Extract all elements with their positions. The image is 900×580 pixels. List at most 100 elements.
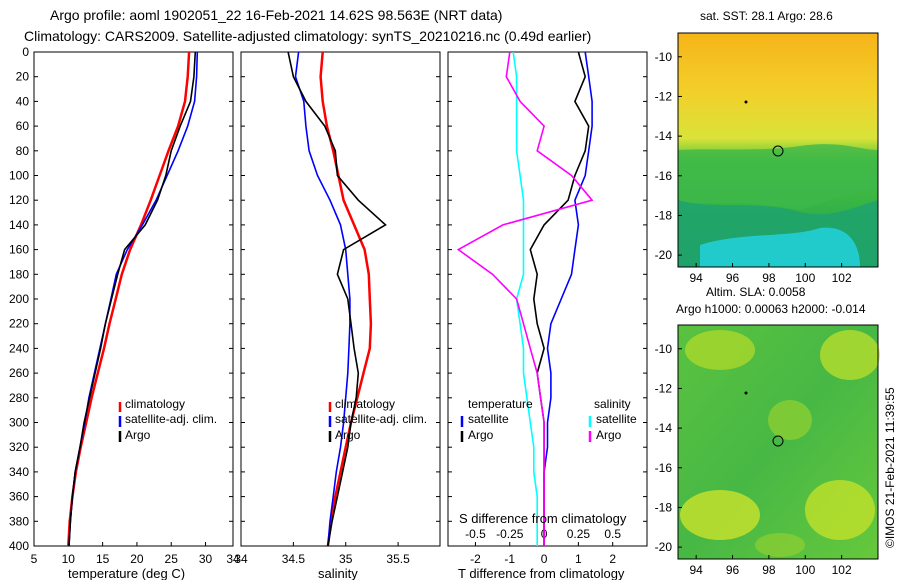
map-lon-label: 94	[690, 563, 704, 577]
difference-xlabel: T difference from climatology	[458, 566, 625, 580]
map-lat-label: -16	[655, 169, 673, 183]
depth-tick-label: 60	[16, 119, 30, 133]
map-lon-label: 96	[726, 271, 740, 285]
x-tick-label: 34	[226, 552, 240, 566]
depth-tick-label: 120	[9, 193, 29, 207]
s-diff-tick-label: 0.5	[604, 527, 621, 541]
sla-argo-location-marker	[772, 435, 784, 447]
legend-label-climatology: climatology	[335, 397, 395, 411]
sla-high-4	[680, 490, 760, 540]
difference-series	[456, 52, 594, 546]
map-lat-label: -10	[655, 50, 673, 64]
salinity-series	[287, 52, 387, 546]
x-tick-label: 15	[96, 552, 110, 566]
sla-high-2	[820, 330, 880, 380]
map-lat-label: -12	[655, 381, 673, 395]
series-line-t-satellite	[543, 52, 593, 546]
map-lat-label: -14	[655, 129, 673, 143]
map-lat-label: -14	[655, 421, 673, 435]
depth-tick-label: 100	[9, 169, 29, 183]
temperature-xlabel: temperature (deg C)	[68, 566, 185, 580]
depth-tick-label: 360	[9, 490, 29, 504]
map-lon-label: 98	[762, 563, 776, 577]
sst-map-axes: 94 96 98 100 102 -10 -12 -14 -16 -18 -20	[655, 50, 852, 285]
series-line-satellite-adj-clim-	[294, 52, 351, 546]
sst-map-frame	[677, 32, 879, 268]
x-tick-label: 10	[62, 552, 76, 566]
legend-label-t-satellite: satellite	[468, 412, 509, 426]
depth-tick-label: 40	[16, 94, 30, 108]
depth-tick-label: 340	[9, 465, 29, 479]
figure-title-line1: Argo profile: aoml 1902051_22 16-Feb-202…	[50, 7, 502, 23]
series-line-s-argo	[456, 52, 594, 546]
map-lat-label: -20	[655, 540, 673, 554]
series-line-climatology	[319, 52, 373, 546]
x-tick-label: 35	[339, 552, 353, 566]
x-tick-label: 2	[609, 552, 616, 566]
sla-map-title: Altim. SLA: 0.0058	[706, 285, 806, 299]
series-line-climatology	[67, 52, 191, 546]
salinity-xlabel: salinity	[318, 566, 358, 580]
sla-high-6	[755, 533, 805, 557]
depth-tick-label: 140	[9, 218, 29, 232]
sla-high-3	[768, 400, 812, 440]
map-lat-label: -12	[655, 89, 673, 103]
x-tick-label: 25	[165, 552, 179, 566]
map-lon-label: 102	[832, 271, 852, 285]
temperature-series	[67, 52, 199, 546]
map-lon-label: 96	[726, 563, 740, 577]
x-tick-label: 5	[31, 552, 38, 566]
series-line-argo	[68, 52, 197, 546]
s-diff-tick-label: 0.25	[567, 527, 591, 541]
map-lat-label: -16	[655, 461, 673, 475]
legend-label-s-argo: Argo	[596, 428, 622, 442]
difference-plot-frame	[447, 51, 648, 547]
x-tick-label: 0	[541, 552, 548, 566]
depth-tick-label: 160	[9, 243, 29, 257]
legend-title-temperature: temperature	[468, 397, 533, 411]
sst-cold-patch	[700, 227, 860, 267]
salinity-legend: climatology satellite-adj. clim. Argo	[328, 397, 427, 442]
x-tick-label: 35.5	[386, 552, 410, 566]
figure-title-line2: Climatology: CARS2009. Satellite-adjuste…	[24, 28, 591, 44]
sla-high-5	[805, 480, 875, 540]
depth-tick-label: 180	[9, 267, 29, 281]
depth-axis: 0 20 40 60 80 100 120 140 160 180 200 220 240 260 280 3…	[9, 45, 647, 553]
x-tick-label: 1	[575, 552, 582, 566]
map-lat-label: -18	[655, 208, 673, 222]
x-tick-label: 30	[199, 552, 213, 566]
map-lon-label: 94	[690, 271, 704, 285]
depth-tick-label: 220	[9, 317, 29, 331]
depth-tick-label: 0	[22, 45, 29, 59]
depth-tick-label: 320	[9, 440, 29, 454]
depth-tick-label: 260	[9, 366, 29, 380]
depth-tick-label: 20	[16, 70, 30, 84]
salinity-difference-x-axis: -0.5 -0.25 0 0.25 0.5	[465, 527, 621, 541]
temperature-plot-frame	[33, 51, 234, 547]
sla-island-dot	[744, 391, 748, 395]
sst-warm-front	[678, 144, 878, 210]
legend-title-salinity: salinity	[594, 397, 631, 411]
map-lon-label: 102	[832, 563, 852, 577]
sst-map	[677, 32, 879, 268]
legend-label-s-satellite: satellite	[596, 412, 637, 426]
copyright-label: ©IMOS 21-Feb-2021 11:39:55	[883, 387, 897, 548]
depth-tick-label: 280	[9, 391, 29, 405]
sst-argo-location-marker	[772, 145, 784, 157]
legend-label-satellite: satellite-adj. clim.	[335, 412, 427, 426]
legend-label-argo: Argo	[125, 428, 151, 442]
legend-label-climatology: climatology	[125, 397, 185, 411]
temperature-x-axis: 5 10 15 20 25 30 34	[31, 542, 240, 566]
x-tick-label: -2	[470, 552, 481, 566]
sla-map-frame	[677, 324, 879, 560]
map-lon-label: 100	[795, 271, 815, 285]
sst-map-title: sat. SST: 28.1 Argo: 28.6	[700, 9, 833, 23]
depth-tick-label: 400	[9, 539, 29, 553]
map-lon-label: 100	[795, 563, 815, 577]
temperature-legend: climatology satellite-adj. clim. Argo	[118, 397, 217, 442]
sla-map-axes: 94 96 98 100 102 -10 -12 -14 -16 -18 -20	[655, 342, 852, 577]
sla-map-subtitle: Argo h1000: 0.00063 h2000: -0.014	[676, 302, 866, 316]
depth-tick-label: 240	[9, 341, 29, 355]
map-lat-label: -18	[655, 500, 673, 514]
x-tick-label: -1	[504, 552, 515, 566]
